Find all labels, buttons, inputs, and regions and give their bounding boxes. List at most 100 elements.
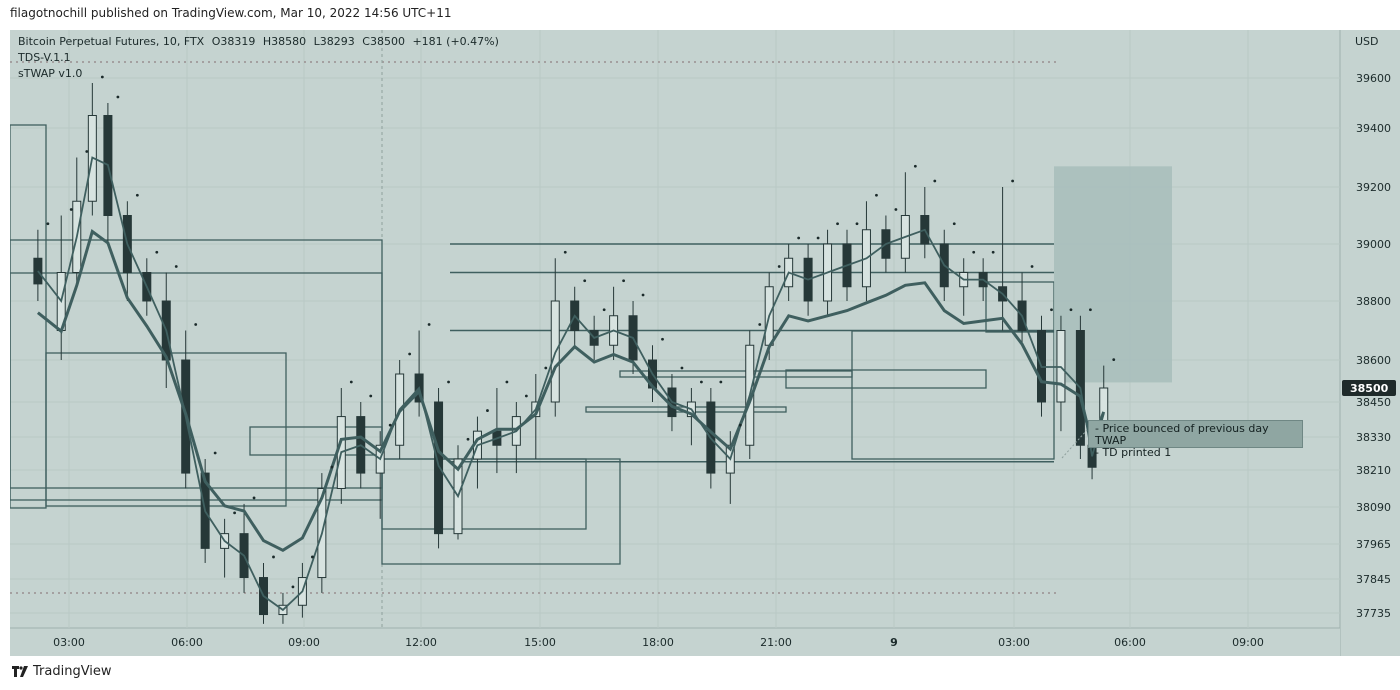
chart-svg[interactable]: 39600 39400 39200 39000 38800 38600 38450 38330… (10, 30, 1400, 656)
structure-box-10 (785, 369, 987, 389)
time-tick-10: 09:00 (1232, 636, 1264, 649)
td-dot-24 (505, 380, 509, 384)
legend-low: L38293 (313, 35, 355, 48)
time-tick-7: 9 (890, 636, 898, 649)
td-dot-32 (661, 337, 664, 341)
td-dot-38 (777, 265, 781, 268)
td-dot-50 (1011, 179, 1014, 183)
tradingview-brand: TradingView (33, 664, 112, 679)
legend-change: +181 (+0.47%) (412, 35, 499, 48)
td-dot-21 (447, 380, 450, 384)
td-dot-49 (991, 250, 995, 254)
td-dot-7 (174, 265, 178, 268)
target-zone-box (1054, 166, 1172, 383)
td-dot-36 (738, 423, 742, 427)
td-dot-52 (1050, 308, 1053, 312)
td-dot-4 (116, 95, 120, 99)
structure-box-3 (10, 124, 47, 509)
td-dot-47 (952, 222, 956, 226)
td-dot-26 (544, 366, 548, 370)
td-dot-27 (563, 250, 567, 254)
td-dot-29 (602, 308, 606, 312)
price-tick-37845: 37845 (1356, 573, 1391, 586)
td-dot-22 (466, 437, 470, 441)
price-tick-labels: 39600 39400 39200 39000 38800 38600 38450 38330… (1356, 72, 1391, 620)
td-dot-54 (1089, 308, 1092, 312)
footer-bar: TradingView (0, 656, 1400, 690)
legend-close: C38500 (362, 35, 405, 48)
price-tick-39400: 39400 (1356, 122, 1391, 135)
td-dot-51 (1030, 265, 1034, 268)
price-axis-currency: USD (1355, 35, 1379, 48)
price-tick-39200: 39200 (1356, 181, 1391, 194)
price-tick-39600: 39600 (1356, 72, 1391, 85)
candle-body-21 (434, 401, 444, 535)
td-dot-37 (758, 323, 762, 326)
chart-frame[interactable]: 39600 39400 39200 39000 38800 38600 38450 38330… (10, 30, 1400, 656)
time-tick-4: 15:00 (524, 636, 556, 649)
twap-line (36, 229, 1106, 553)
price-tick-38090: 38090 (1356, 501, 1391, 514)
price-tick-37735: 37735 (1356, 607, 1391, 620)
td-dot-34 (700, 380, 703, 384)
td-dot-43 (875, 193, 878, 197)
legend-symbol-row: Bitcoin Perpetual Futures, 10, FTX O3831… (18, 34, 499, 50)
price-tick-38800: 38800 (1356, 295, 1391, 308)
td-dot-18 (388, 423, 392, 427)
td-dot-20 (427, 323, 431, 326)
td-dot-11 (252, 496, 256, 500)
indicator-lines-layer (36, 75, 1116, 612)
td-dot-6 (155, 250, 159, 254)
time-tick-8: 03:00 (998, 636, 1030, 649)
td-dot-12 (272, 555, 275, 559)
td-dot-48 (972, 250, 976, 254)
td-dot-5 (135, 193, 139, 197)
td-dot-8 (194, 323, 198, 326)
td-dot-42 (855, 222, 859, 226)
time-tick-9: 06:00 (1114, 636, 1146, 649)
td-dot-39 (797, 236, 801, 240)
time-axis-panel[interactable] (10, 628, 1340, 656)
td-dot-25 (524, 394, 528, 398)
structure-box-6 (381, 458, 621, 565)
chart-legend: Bitcoin Perpetual Futures, 10, FTX O3831… (18, 34, 499, 82)
td-dot-3 (100, 75, 104, 79)
td-dot-31 (641, 293, 645, 297)
legend-high: H38580 (262, 35, 307, 48)
td-dot-41 (836, 222, 839, 226)
price-tick-38330: 38330 (1356, 431, 1391, 444)
time-tick-3: 12:00 (405, 636, 437, 649)
td-dot-2 (85, 150, 89, 153)
td-dot-13 (291, 585, 295, 589)
current-price-badge (1342, 380, 1396, 396)
td-dot-44 (894, 208, 898, 211)
header-bar: filagotnochill published on TradingView.… (0, 0, 1400, 30)
time-tick-1: 06:00 (171, 636, 203, 649)
time-tick-2: 09:00 (288, 636, 320, 649)
td-dot-28 (583, 279, 587, 283)
td-dot-45 (913, 164, 917, 168)
td-dot-33 (680, 366, 684, 370)
price-tick-37965: 37965 (1356, 538, 1391, 551)
legend-indicator-stwap[interactable]: sTWAP v1.0 (18, 67, 83, 80)
td-dot-53 (1069, 308, 1073, 312)
time-tick-6: 21:00 (760, 636, 792, 649)
td-dot-14 (311, 555, 314, 559)
candle-body-0 (33, 257, 43, 285)
td-dot-1 (69, 208, 73, 211)
price-tick-38210: 38210 (1356, 464, 1391, 477)
annotation-callout[interactable]: - Price bounced of previous day TWAP - T… (1088, 420, 1303, 459)
td-dot-23 (486, 409, 489, 412)
tradingview-logo-icon (12, 666, 28, 677)
td-dot-56 (1112, 358, 1116, 361)
annotation-line-1: - Price bounced of previous day TWAP (1095, 422, 1269, 447)
td-dot-15 (330, 465, 334, 469)
price-axis-panel[interactable] (1340, 30, 1400, 656)
price-tick-38600: 38600 (1356, 354, 1391, 367)
td-dot-35 (719, 380, 723, 384)
legend-symbol[interactable]: Bitcoin Perpetual Futures, 10, FTX (18, 35, 205, 48)
structure-box-4 (249, 426, 383, 456)
legend-indicator-tds[interactable]: TDS-V.1.1 (18, 51, 71, 64)
fast-average-line (37, 156, 1105, 612)
td-dot-9 (213, 451, 217, 455)
